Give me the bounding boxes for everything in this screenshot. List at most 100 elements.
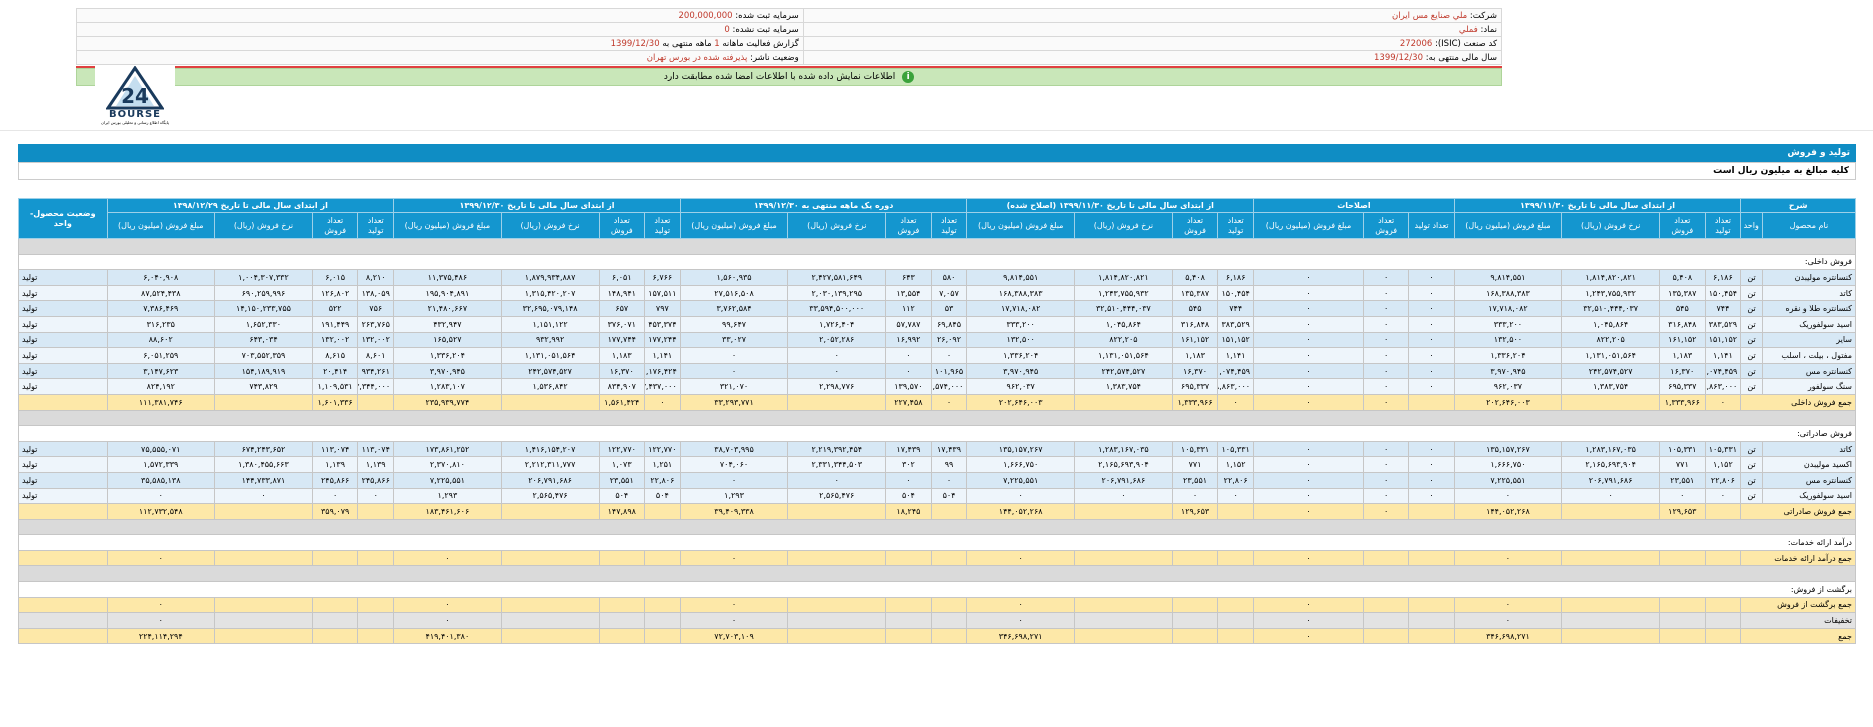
value-cell: ۷۰۳,۵۵۲,۳۵۹ (214, 347, 313, 364)
total-value-cell (1659, 612, 1706, 629)
value-cell: ۱۳۵,۳۸۷ (1659, 284, 1706, 302)
company-label: شرکت: (1469, 10, 1497, 21)
value-cell: ۱,۲۵۱ (643, 456, 681, 473)
value-cell: ۶,۱۸۶ (1217, 269, 1255, 286)
value-cell: ۶۷۴,۲۴۳,۶۵۲ (214, 440, 313, 458)
value-cell: ۱,۲۸۳,۱۶۷,۰۳۵ (1561, 440, 1661, 458)
col-status-header: وضعیت محصول-واحد (18, 198, 108, 239)
total-value-cell: ۰ (1362, 503, 1410, 520)
value-cell: ۰ (679, 471, 789, 489)
value-cell: ۰ (214, 487, 313, 505)
total-value-cell (1408, 627, 1455, 645)
value-cell: ۱۰۵,۳۳۱ (1171, 440, 1219, 458)
table-row: مفتول ، بیلت ، اسلب تن ۱,۱۴۱ ۱,۱۸۳ ۱,۱۳۱,۰۵۱… (18, 347, 1857, 364)
value-cell: ۶۴۳,۰۳۴ (214, 331, 313, 349)
total-value-cell (930, 549, 968, 567)
total-value-cell (1561, 612, 1661, 629)
total-value-cell (787, 549, 887, 567)
total-value-cell (598, 612, 645, 629)
value-cell: ۰ (1704, 487, 1742, 505)
symbol-link[interactable]: فملي (1458, 24, 1478, 35)
col-sub-header: تعداد فروش (1171, 212, 1219, 239)
value-cell: ۲۴۵,۸۶۶ (311, 471, 359, 489)
value-cell: ۱۱,۳۷۵,۴۸۶ (393, 269, 502, 286)
value-cell: ۷,۲۲۵,۵۵۱ (393, 471, 502, 489)
total-value-cell: ۰ (1253, 596, 1364, 614)
value-cell: ۱,۷۲۶,۴۰۴ (787, 315, 887, 333)
fiscal-label: سال مالی منتهی به: (1425, 52, 1497, 63)
company-link[interactable]: ملي صنايع مس ايران (1391, 10, 1468, 21)
product-status: تولید (18, 378, 108, 395)
total-value-cell (1073, 549, 1173, 567)
value-cell: ۷۵۶ (357, 300, 395, 317)
value-cell: ۱۵۰,۴۵۴ (1704, 284, 1742, 302)
total-value-cell: ۱۲۹,۶۵۳ (1171, 503, 1219, 520)
status-cell: وضعیت ناشر: پذیرفته شده در بورس تهران (76, 50, 804, 65)
total-value-cell: ۳۹,۴۰۹,۳۳۸ (679, 503, 789, 520)
total-value-cell (885, 612, 932, 629)
value-cell: ۱۴,۱۵۰,۲۳۳,۷۵۵ (214, 300, 313, 317)
value-cell: ۱۷,۴۳۹ (930, 440, 968, 458)
value-cell: ۳۳۳,۲۰۰ (1453, 315, 1563, 333)
col-sub-header: مبلغ فروش (میلیون ریال) (1253, 212, 1364, 239)
value-cell: ۱۳۲,۰۰۲ (357, 331, 395, 349)
value-cell: ۰ (1561, 487, 1661, 505)
value-cell: ۲۲,۸۰۶ (643, 471, 681, 489)
total-value-cell (787, 393, 887, 411)
table-row: اسید سولفوریک تن ۰ ۰ ۰ ۰ ۰ ۰ ۰ ۰ ۰ ۰ ۰ ۵۰۴ ۵۰۴ ۲,۵۶۵,۴۷… (18, 487, 1857, 505)
capital-unregistered-value: 0 (724, 24, 730, 35)
total-value-cell (1362, 627, 1410, 645)
value-cell: ۳۸,۷۰۳,۹۹۵ (679, 440, 789, 458)
report-cell: گزارش فعالیت ماهانه 1 ماهه منتهی به 1399… (76, 36, 804, 51)
value-cell: ۰ (1408, 471, 1455, 489)
product-status: تولید (18, 362, 108, 380)
value-cell: ۳۳,۰۲۷ (679, 331, 789, 349)
value-cell: ۲,۱۶۵,۶۹۳,۹۰۴ (1561, 456, 1661, 473)
total-value-cell (1362, 549, 1410, 567)
value-cell: ۷۴۴ (1217, 300, 1255, 317)
value-cell: ۶,۰۵۱,۲۵۹ (106, 347, 216, 364)
col-desc-header: شرح (1740, 198, 1856, 213)
total-value-cell (1704, 612, 1742, 629)
value-cell: ۱,۴۱۶,۱۵۴,۲۰۷ (500, 440, 600, 458)
value-cell: ۹,۸۱۴,۵۵۱ (1453, 269, 1563, 286)
total-value-cell: ۰ (1453, 549, 1563, 567)
report-label: گزارش فعالیت ماهانه (722, 38, 799, 49)
section-spacer-row (18, 518, 1856, 536)
value-cell: ۲۲,۸۰۶ (1704, 471, 1742, 489)
company-info-header: شرکت: ملي صنايع مس ايران سرمایه ثبت شده:… (76, 8, 1503, 65)
total-value-cell (643, 612, 681, 629)
bourse24-logo[interactable]: 24 BOURSE پایگاه اطلاع رسانی و تحلیلی بو… (95, 66, 175, 130)
value-cell: ۱,۳۱۵,۴۲۰,۲۰۷ (500, 284, 600, 302)
value-cell: ۰ (1408, 456, 1455, 473)
value-cell: ۱۴۸,۹۴۱ (598, 284, 645, 302)
total-value-cell: ۷۲,۷۰۳,۱۰۹ (679, 627, 789, 645)
total-value-cell: ۱۴۷,۸۹۸ (598, 503, 645, 520)
total-value-cell (1659, 549, 1706, 567)
total-value-cell (311, 627, 359, 645)
product-unit: تن (1740, 315, 1763, 333)
report-date: 1399/12/30 (610, 38, 660, 49)
value-cell: ۰ (1362, 284, 1410, 302)
total-value-cell (500, 393, 600, 411)
total-value-cell: ۱۱۱,۳۸۱,۷۴۶ (106, 393, 216, 411)
value-cell: ۶۹,۸۴۵ (930, 315, 968, 333)
total-value-cell: ۲۲۴,۱۱۴,۲۹۴ (106, 627, 216, 645)
value-cell: ۹۶۲,۰۳۷ (966, 378, 1075, 395)
value-cell: ۰ (1408, 315, 1455, 333)
value-cell: ۱,۱۸۳ (1659, 347, 1706, 364)
total-label: جمع فروش صادراتی (1740, 503, 1856, 520)
value-cell: ۰ (1362, 487, 1410, 505)
product-status: تولید (18, 284, 108, 302)
total-value-cell: ۰ (393, 549, 502, 567)
total-value-cell (357, 627, 395, 645)
total-value-cell (643, 549, 681, 567)
product-name: اسید سولفوریک (1761, 315, 1857, 333)
value-cell: ۱۶۱,۱۵۲ (1659, 331, 1706, 349)
value-cell: ۴,۵۷۴,۰۰۰ (930, 378, 968, 395)
total-value-cell: ۱۴۴,۰۵۲,۲۶۸ (1453, 503, 1563, 520)
product-status: تولید (18, 315, 108, 333)
spacer-cell (18, 518, 1856, 536)
col-group-header: از ابتدای سال مالی تا تاریخ ۱۳۹۹/۱۱/۳۰ (1453, 198, 1742, 213)
value-cell: ۰ (1171, 487, 1219, 505)
